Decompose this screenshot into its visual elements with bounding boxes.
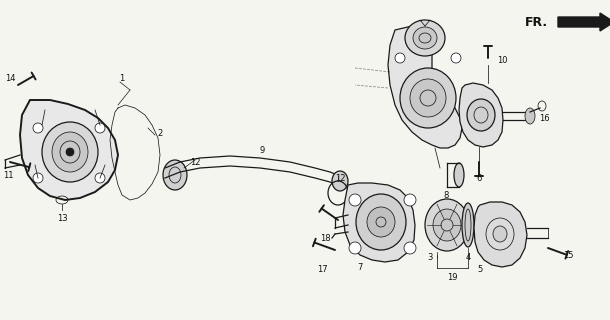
- Text: 3: 3: [428, 253, 432, 262]
- Ellipse shape: [395, 53, 405, 63]
- Ellipse shape: [467, 99, 495, 131]
- Ellipse shape: [33, 123, 43, 133]
- Text: 9: 9: [259, 146, 265, 155]
- Ellipse shape: [413, 27, 437, 49]
- Text: FR.: FR.: [525, 15, 548, 28]
- Ellipse shape: [410, 79, 446, 117]
- Text: 5: 5: [478, 266, 483, 275]
- Ellipse shape: [33, 173, 43, 183]
- Ellipse shape: [454, 163, 464, 187]
- Ellipse shape: [356, 194, 406, 250]
- Text: 2: 2: [157, 129, 163, 138]
- Text: 17: 17: [317, 266, 328, 275]
- Ellipse shape: [52, 132, 88, 172]
- Ellipse shape: [42, 122, 98, 182]
- Text: 14: 14: [5, 74, 15, 83]
- Text: 16: 16: [539, 114, 550, 123]
- Text: 11: 11: [3, 171, 13, 180]
- Text: 4: 4: [465, 253, 471, 262]
- Text: 19: 19: [447, 274, 458, 283]
- Ellipse shape: [462, 203, 474, 247]
- Ellipse shape: [95, 123, 105, 133]
- Ellipse shape: [404, 194, 416, 206]
- Text: 12: 12: [190, 157, 200, 166]
- Ellipse shape: [95, 173, 105, 183]
- Polygon shape: [474, 202, 527, 267]
- Ellipse shape: [525, 108, 535, 124]
- Polygon shape: [459, 83, 503, 147]
- Polygon shape: [388, 26, 462, 148]
- FancyArrow shape: [558, 13, 610, 31]
- Text: 8: 8: [443, 190, 449, 199]
- Ellipse shape: [400, 68, 456, 128]
- Text: 7: 7: [357, 263, 363, 273]
- Ellipse shape: [425, 199, 469, 251]
- Text: 18: 18: [320, 234, 330, 243]
- Ellipse shape: [349, 194, 361, 206]
- Ellipse shape: [404, 242, 416, 254]
- Polygon shape: [343, 183, 415, 262]
- Text: 6: 6: [476, 173, 482, 182]
- Polygon shape: [20, 100, 118, 200]
- Ellipse shape: [349, 242, 361, 254]
- Ellipse shape: [433, 209, 461, 241]
- Ellipse shape: [163, 160, 187, 190]
- Text: 15: 15: [563, 251, 573, 260]
- Text: 10: 10: [497, 55, 508, 65]
- Ellipse shape: [367, 207, 395, 237]
- Text: 13: 13: [57, 213, 67, 222]
- Ellipse shape: [493, 226, 507, 242]
- Text: 12: 12: [335, 173, 345, 182]
- Ellipse shape: [405, 20, 445, 56]
- Ellipse shape: [66, 148, 74, 156]
- Ellipse shape: [451, 53, 461, 63]
- Ellipse shape: [332, 171, 348, 191]
- Text: 1: 1: [120, 74, 124, 83]
